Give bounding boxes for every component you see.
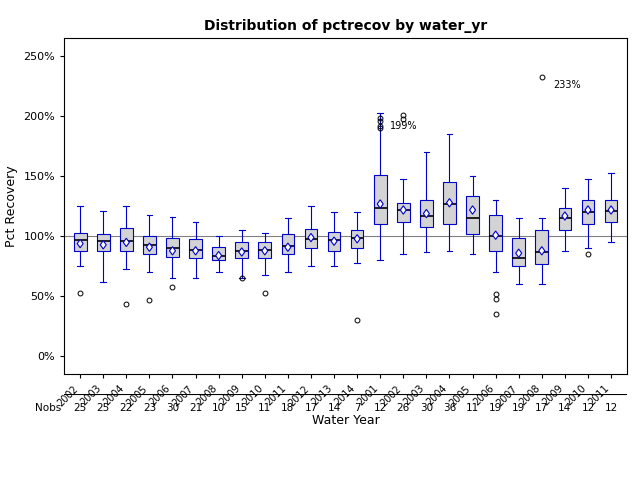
Polygon shape xyxy=(285,243,291,252)
Polygon shape xyxy=(447,199,452,207)
Polygon shape xyxy=(239,248,244,256)
Text: 17: 17 xyxy=(305,403,317,413)
Polygon shape xyxy=(77,240,83,248)
Polygon shape xyxy=(331,237,337,245)
Text: 12: 12 xyxy=(604,403,618,413)
Bar xyxy=(443,182,456,225)
Polygon shape xyxy=(608,206,614,214)
Polygon shape xyxy=(147,243,152,252)
Bar xyxy=(490,215,502,251)
Text: 12: 12 xyxy=(581,403,595,413)
Bar xyxy=(374,175,387,225)
Polygon shape xyxy=(170,247,175,255)
Text: 22: 22 xyxy=(120,403,133,413)
Bar xyxy=(582,201,595,225)
Text: 23: 23 xyxy=(143,403,156,413)
Bar xyxy=(351,230,364,249)
Polygon shape xyxy=(377,200,383,208)
Title: Distribution of pctrecov by water_yr: Distribution of pctrecov by water_yr xyxy=(204,19,487,33)
Text: 25: 25 xyxy=(97,403,110,413)
Polygon shape xyxy=(262,247,268,255)
Bar xyxy=(559,208,572,230)
Bar xyxy=(259,242,271,258)
Bar xyxy=(536,230,548,264)
Bar xyxy=(328,232,340,251)
Polygon shape xyxy=(470,206,476,214)
Polygon shape xyxy=(424,209,429,218)
Bar xyxy=(120,228,132,251)
Polygon shape xyxy=(585,206,591,214)
Text: 17: 17 xyxy=(535,403,548,413)
Bar xyxy=(212,247,225,260)
Bar xyxy=(282,234,294,254)
Text: 18: 18 xyxy=(281,403,294,413)
Text: 26: 26 xyxy=(397,403,410,413)
Text: 11: 11 xyxy=(466,403,479,413)
Polygon shape xyxy=(216,252,221,260)
Text: 14: 14 xyxy=(328,403,340,413)
Bar xyxy=(166,238,179,257)
Text: 19: 19 xyxy=(489,403,502,413)
Text: 233%: 233% xyxy=(554,80,581,90)
Bar xyxy=(305,229,317,249)
Text: 30: 30 xyxy=(420,403,433,413)
Text: 36: 36 xyxy=(443,403,456,413)
Text: 19: 19 xyxy=(512,403,525,413)
Text: 15: 15 xyxy=(235,403,248,413)
Bar xyxy=(513,238,525,266)
Bar xyxy=(236,242,248,258)
Text: Nobs: Nobs xyxy=(35,403,61,413)
Polygon shape xyxy=(124,238,129,247)
Text: 21: 21 xyxy=(189,403,202,413)
Text: 14: 14 xyxy=(558,403,572,413)
Polygon shape xyxy=(539,247,545,255)
X-axis label: Water Year: Water Year xyxy=(312,414,380,427)
Text: 25: 25 xyxy=(74,403,87,413)
Bar xyxy=(143,237,156,254)
Polygon shape xyxy=(100,240,106,249)
Text: 12: 12 xyxy=(374,403,387,413)
Bar xyxy=(189,239,202,258)
Text: 199%: 199% xyxy=(390,121,417,131)
Bar xyxy=(397,203,410,222)
Text: 10: 10 xyxy=(212,403,225,413)
Text: 7: 7 xyxy=(354,403,360,413)
Text: 11: 11 xyxy=(258,403,271,413)
Text: 30: 30 xyxy=(166,403,179,413)
Bar xyxy=(97,234,109,251)
Bar xyxy=(466,196,479,234)
Polygon shape xyxy=(193,247,198,255)
Polygon shape xyxy=(562,212,568,220)
Polygon shape xyxy=(516,249,522,257)
Polygon shape xyxy=(308,233,314,242)
Bar xyxy=(605,201,618,222)
Polygon shape xyxy=(354,235,360,243)
Y-axis label: Pct Recovery: Pct Recovery xyxy=(4,166,18,247)
Polygon shape xyxy=(400,206,406,214)
Bar xyxy=(74,233,86,251)
Bar xyxy=(420,201,433,227)
Polygon shape xyxy=(493,231,499,240)
